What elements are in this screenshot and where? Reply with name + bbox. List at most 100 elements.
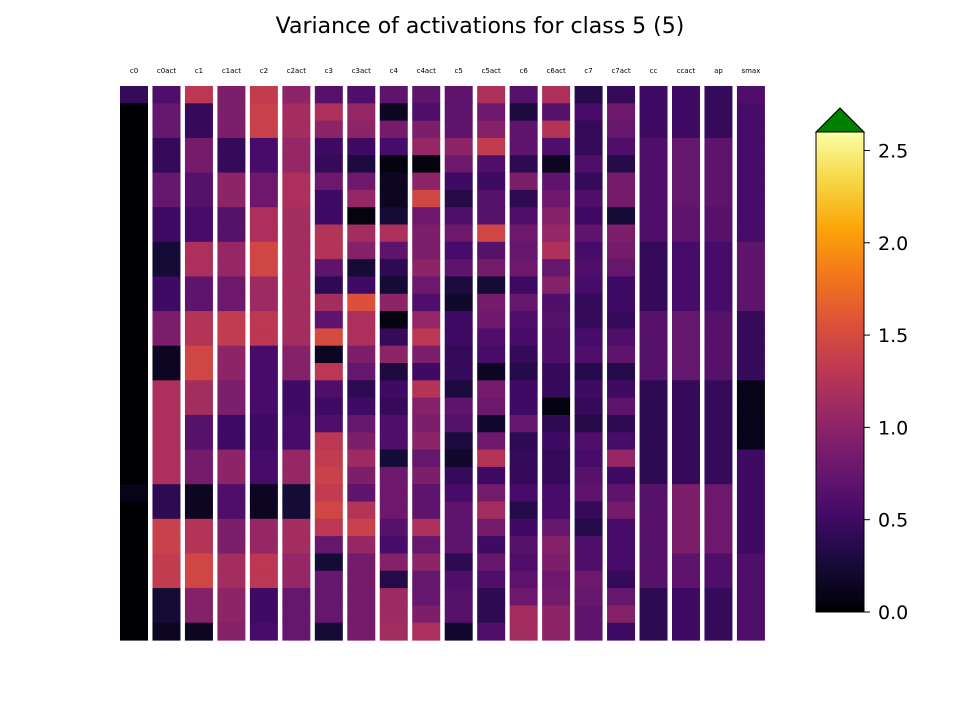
heatmap-cell (379, 120, 408, 139)
heatmap-cell (120, 207, 148, 226)
heatmap-cell (217, 363, 246, 381)
heatmap-cell (314, 207, 343, 226)
heatmap-cell (217, 155, 246, 174)
heatmap-cell (736, 466, 765, 485)
heatmap-cell (379, 414, 408, 433)
heatmap-cell (639, 241, 668, 260)
heatmap-cell (607, 414, 636, 433)
heatmap-cell (152, 103, 181, 122)
heatmap-cell (736, 432, 765, 451)
heatmap-cell (509, 484, 538, 503)
heatmap-cell (120, 224, 148, 243)
heatmap-cell (412, 380, 441, 399)
heatmap-cell (184, 553, 213, 572)
column-label: cc (650, 67, 658, 75)
heatmap-cell (347, 588, 376, 606)
heatmap-cell (477, 189, 506, 208)
heatmap-cell (282, 449, 311, 468)
heatmap-cell (347, 207, 376, 226)
heatmap-cell (574, 501, 603, 520)
heatmap-cell (412, 276, 441, 295)
colorbar-gradient (816, 132, 864, 612)
heatmap-cell (379, 189, 408, 208)
heatmap-cell (671, 86, 700, 104)
heatmap-cell (184, 207, 213, 226)
heatmap-cell (671, 484, 700, 503)
heatmap-cell (671, 588, 700, 606)
heatmap-column-c2 (249, 86, 278, 641)
heatmap-cell (120, 432, 148, 451)
heatmap-cell (444, 432, 473, 451)
heatmap-cell (607, 241, 636, 260)
heatmap-cell (379, 363, 408, 381)
heatmap-cell (184, 570, 213, 589)
heatmap-cell (607, 622, 636, 641)
heatmap-cell (671, 120, 700, 139)
heatmap-cell (704, 137, 733, 156)
heatmap-cell (152, 328, 181, 347)
heatmap-cell (347, 570, 376, 589)
heatmap-cell (736, 449, 765, 468)
heatmap-cell (639, 484, 668, 503)
heatmap-cell (184, 328, 213, 347)
heatmap-cell (477, 380, 506, 399)
heatmap-column-c0 (120, 86, 148, 641)
heatmap-cell (314, 588, 343, 606)
heatmap-cell (184, 155, 213, 174)
heatmap-cell (249, 605, 278, 624)
heatmap-cell (379, 397, 408, 416)
heatmap-cell (509, 293, 538, 312)
heatmap-cell (412, 397, 441, 416)
heatmap-cell (152, 207, 181, 226)
heatmap-cell (412, 259, 441, 278)
heatmap-cell (639, 276, 668, 295)
heatmap-cell (736, 137, 765, 156)
heatmap-cell (282, 622, 311, 641)
heatmap-cell (671, 293, 700, 312)
heatmap-cell (736, 501, 765, 520)
heatmap-cell (542, 605, 571, 624)
heatmap-cell (542, 484, 571, 503)
heatmap-cell (542, 570, 571, 589)
heatmap-cell (217, 311, 246, 329)
heatmap-column-c5 (444, 86, 473, 641)
heatmap-cell (217, 466, 246, 485)
heatmap-cell (314, 293, 343, 312)
heatmap-cell (671, 363, 700, 381)
heatmap-cell (347, 155, 376, 174)
heatmap-cell (412, 518, 441, 537)
heatmap-cell (574, 207, 603, 226)
heatmap-cell (217, 189, 246, 208)
heatmap-cell (152, 241, 181, 260)
heatmap-cell (639, 518, 668, 537)
heatmap-cell (120, 466, 148, 485)
heatmap-cell (607, 466, 636, 485)
heatmap-cell (477, 224, 506, 243)
heatmap-cell (477, 241, 506, 260)
heatmap-cell (282, 276, 311, 295)
heatmap-cell (217, 484, 246, 503)
heatmap-cell (347, 328, 376, 347)
heatmap-cell (184, 311, 213, 329)
heatmap-cell (542, 293, 571, 312)
heatmap-cell (607, 553, 636, 572)
heatmap-cell (477, 397, 506, 416)
heatmap-cell (347, 293, 376, 312)
heatmap-cell (607, 328, 636, 347)
heatmap-cell (639, 172, 668, 191)
heatmap-cell (249, 570, 278, 589)
heatmap-column-smax (736, 86, 765, 641)
heatmap-cell (249, 588, 278, 606)
heatmap-cell (412, 414, 441, 433)
heatmap-cell (184, 172, 213, 191)
heatmap-cell (444, 259, 473, 278)
heatmap-cell (347, 605, 376, 624)
heatmap-cell (152, 155, 181, 174)
heatmap-cell (574, 588, 603, 606)
heatmap-cell (574, 466, 603, 485)
heatmap-cell (736, 241, 765, 260)
heatmap-cell (704, 328, 733, 347)
heatmap-cell (217, 380, 246, 399)
heatmap-cell (509, 311, 538, 329)
heatmap-cell (509, 86, 538, 104)
